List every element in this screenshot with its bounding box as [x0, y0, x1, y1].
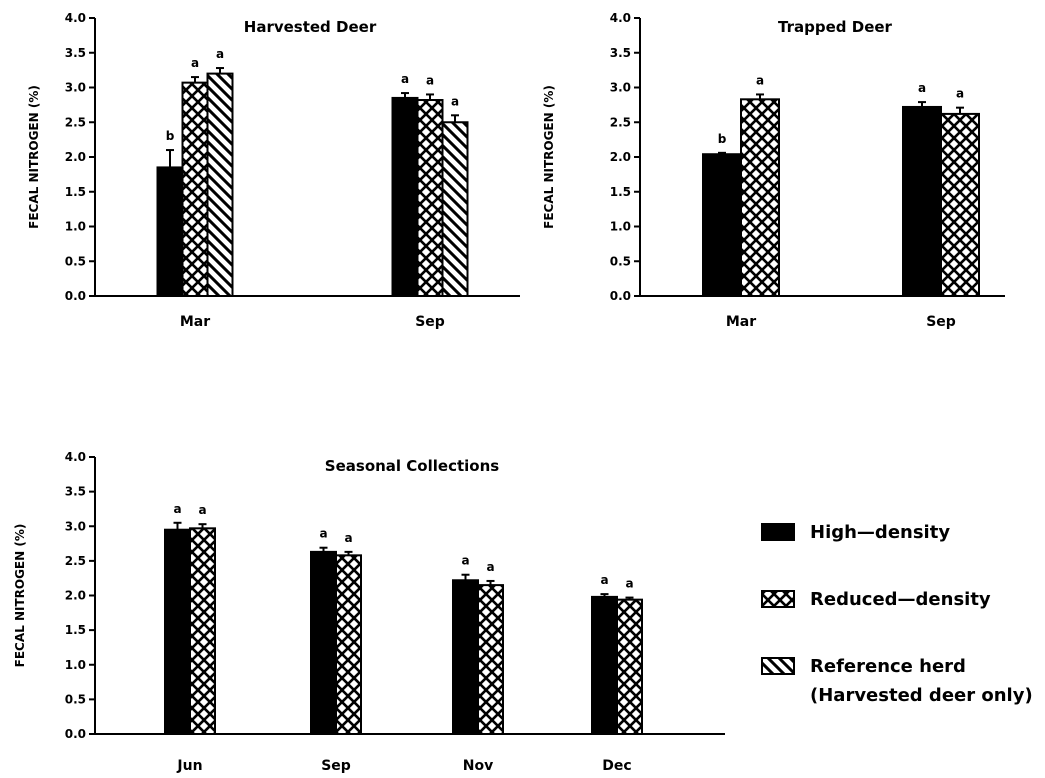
y-tick-label: 2.0 — [610, 150, 631, 164]
chart-title: Trapped Deer — [778, 18, 893, 36]
bar — [416, 99, 444, 298]
y-tick-label: 0.0 — [65, 727, 86, 741]
y-tick-label: 4.0 — [65, 11, 86, 25]
significance-letter: a — [344, 531, 352, 545]
bar — [477, 584, 504, 735]
x-tick-label: Mar — [180, 314, 210, 330]
y-tick-label: 1.5 — [610, 185, 631, 199]
significance-letter: b — [166, 129, 175, 143]
legend-label-reference: Reference herd — [810, 656, 966, 677]
bar — [452, 579, 479, 736]
bar — [181, 81, 209, 298]
y-tick-label: 2.5 — [65, 554, 86, 568]
chart-panel: 0.0 0.5 1.0 1.5 2.0 2.5 3.0 3.5 4.0 FECAL NITROGE… — [27, 11, 520, 330]
y-tick-label: 4.0 — [65, 450, 86, 464]
significance-letter: a — [918, 81, 926, 95]
legend-swatch-reduced — [761, 590, 795, 608]
significance-letter: a — [451, 94, 459, 108]
significance-letter: a — [173, 502, 181, 516]
x-tick-label: Dec — [602, 758, 631, 774]
bar — [441, 121, 469, 297]
y-tick-label: 0.5 — [65, 254, 86, 268]
legend-label-reduced: Reduced—density — [810, 589, 991, 610]
bar — [591, 595, 618, 736]
y-axis-label: FECAL NITROGEN (%) — [542, 85, 556, 229]
significance-letter: a — [401, 72, 409, 86]
x-tick-label: Mar — [726, 314, 756, 330]
bar — [335, 554, 362, 736]
bar — [310, 550, 337, 735]
significance-letter: a — [600, 573, 608, 587]
y-tick-label: 1.0 — [65, 220, 86, 234]
chart-title: Seasonal Collections — [325, 457, 499, 475]
bar — [740, 98, 780, 297]
significance-letter: a — [426, 73, 434, 87]
chart-title: Harvested Deer — [244, 18, 377, 36]
y-tick-label: 1.5 — [65, 623, 86, 637]
y-tick-label: 0.5 — [65, 692, 86, 706]
y-tick-label: 3.5 — [65, 485, 86, 499]
x-tick-label: Nov — [463, 758, 493, 774]
y-tick-label: 2.5 — [610, 115, 631, 129]
significance-letter: a — [461, 554, 469, 568]
bar — [189, 527, 216, 736]
significance-letter: a — [191, 56, 199, 70]
significance-letter: a — [319, 527, 327, 541]
y-tick-label: 3.5 — [610, 46, 631, 60]
y-tick-label: 3.0 — [610, 81, 631, 95]
y-tick-label: 1.0 — [65, 658, 86, 672]
bar — [164, 528, 191, 736]
y-tick-label: 0.0 — [610, 289, 631, 303]
significance-letter: a — [956, 87, 964, 101]
legend-swatch-high — [761, 523, 795, 541]
bar — [156, 166, 184, 297]
bar — [940, 112, 980, 297]
y-axis-label: FECAL NITROGEN (%) — [13, 524, 27, 668]
y-tick-label: 2.0 — [65, 589, 86, 603]
legend-label-reference-note: (Harvested deer only) — [810, 685, 1033, 706]
bar — [702, 153, 742, 297]
bar — [206, 72, 234, 297]
legend: High—density Reduced—density Reference her… — [761, 522, 1033, 706]
bar — [391, 96, 419, 297]
x-tick-label: Jun — [176, 758, 202, 774]
y-axis-label: FECAL NITROGEN (%) — [27, 85, 41, 229]
chart-panel: 0.0 0.5 1.0 1.5 2.0 2.5 3.0 3.5 4.0 FECAL NITROGE… — [542, 11, 1005, 330]
significance-letter: a — [216, 47, 224, 61]
significance-letter: a — [486, 560, 494, 574]
legend-label-high: High—density — [810, 522, 950, 543]
x-tick-label: Sep — [321, 758, 351, 774]
y-tick-label: 1.5 — [65, 185, 86, 199]
y-tick-label: 0.5 — [610, 254, 631, 268]
y-tick-label: 3.0 — [65, 81, 86, 95]
significance-letter: b — [718, 132, 727, 146]
x-tick-label: Sep — [926, 314, 956, 330]
significance-letter: a — [625, 577, 633, 591]
legend-swatch-reference — [761, 657, 795, 675]
plots: 0.0 0.5 1.0 1.5 2.0 2.5 3.0 3.5 4.0 FECAL NITROGE… — [13, 11, 1005, 774]
y-tick-label: 4.0 — [610, 11, 631, 25]
y-tick-label: 2.5 — [65, 115, 86, 129]
x-tick-label: Sep — [415, 314, 445, 330]
chart-panel: 0.0 0.5 1.0 1.5 2.0 2.5 3.0 3.5 4.0 FECAL NITROGE… — [13, 450, 725, 774]
bar — [902, 105, 942, 297]
y-tick-label: 0.0 — [65, 289, 86, 303]
significance-letter: a — [198, 503, 206, 517]
y-tick-label: 2.0 — [65, 150, 86, 164]
y-tick-label: 1.0 — [610, 220, 631, 234]
significance-letter: a — [756, 73, 764, 87]
bar — [616, 598, 643, 736]
y-tick-label: 3.0 — [65, 519, 86, 533]
y-tick-label: 3.5 — [65, 46, 86, 60]
